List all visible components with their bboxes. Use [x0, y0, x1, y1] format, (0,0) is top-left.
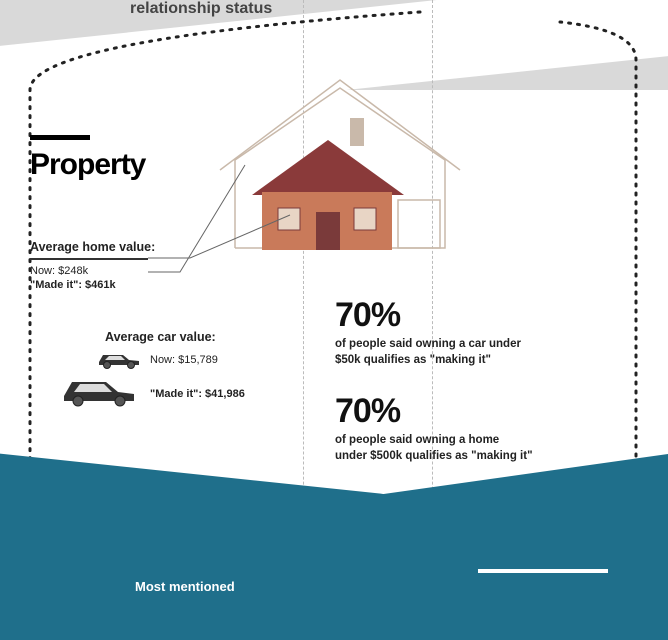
teal-title-bar [478, 569, 608, 573]
car-made-text: "Made it": $41,986 [150, 388, 245, 400]
home-value-now: Now: $248k [30, 265, 155, 277]
car-made-icon [60, 374, 140, 408]
car-now-icon [95, 348, 143, 370]
pct-car-line2: $50k qualifies as "making it" [335, 353, 625, 369]
pct-home-line2: under $500k qualifies as "making it" [335, 449, 625, 465]
car-now-text: Now: $15,789 [150, 354, 218, 366]
home-value-made: "Made it": $461k [30, 279, 155, 291]
home-value-block: Average home value: Now: $248k "Made it"… [30, 240, 155, 291]
pct-home-line1: of people said owning a home [335, 433, 625, 449]
teal-most-mentioned: Most mentioned [135, 579, 235, 594]
pct-car-line1: of people said owning a car under [335, 337, 625, 353]
car-value-block: Average car value: [105, 330, 216, 344]
home-value-label: Average home value: [30, 240, 155, 254]
pct-car-block: 70% of people said owning a car under $5… [335, 296, 625, 368]
home-value-underline [30, 258, 148, 260]
pct-car-value: 70% [335, 296, 625, 335]
pct-home-block: 70% of people said owning a home under $… [335, 392, 625, 464]
pct-home-value: 70% [335, 392, 625, 431]
car-value-label: Average car value: [105, 330, 216, 344]
